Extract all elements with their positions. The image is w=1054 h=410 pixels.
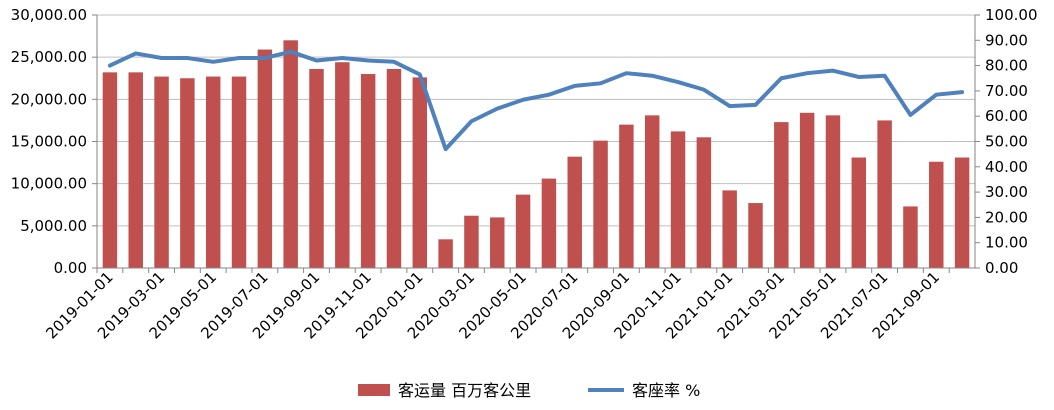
legend-label-bar: 客运量 百万客公里 bbox=[398, 381, 531, 400]
right-tick-label: 70.00 bbox=[985, 82, 1028, 100]
bar bbox=[128, 72, 143, 268]
bar bbox=[954, 157, 970, 268]
bar bbox=[619, 124, 634, 268]
left-tick-label: 15,000.00 bbox=[11, 133, 87, 151]
line-series bbox=[107, 49, 965, 152]
bar bbox=[593, 140, 608, 268]
gridlines bbox=[97, 14, 975, 269]
legend-label-line: 客座率 % bbox=[632, 381, 700, 400]
right-tick-label: 80.00 bbox=[985, 57, 1028, 75]
bar bbox=[774, 122, 789, 268]
legend-swatch-bar bbox=[358, 384, 390, 396]
bar bbox=[696, 137, 712, 268]
bar bbox=[335, 62, 350, 268]
right-tick-label: 10.00 bbox=[985, 234, 1028, 252]
legend: 客运量 百万客公里 客座率 % bbox=[358, 381, 700, 400]
bar bbox=[644, 115, 660, 269]
line-path bbox=[107, 49, 965, 152]
bar bbox=[748, 203, 763, 268]
bar bbox=[412, 77, 428, 268]
bar bbox=[205, 76, 221, 269]
right-tick-label: 50.00 bbox=[985, 133, 1028, 151]
bar bbox=[102, 72, 118, 268]
bar bbox=[257, 49, 273, 269]
bar bbox=[438, 239, 453, 268]
bar bbox=[309, 68, 324, 269]
bar bbox=[825, 115, 841, 269]
bar bbox=[903, 206, 918, 268]
bar-series bbox=[102, 40, 970, 269]
bar bbox=[929, 161, 944, 268]
left-tick-label: 25,000.00 bbox=[11, 48, 87, 66]
bar bbox=[722, 190, 737, 268]
bar bbox=[490, 217, 505, 268]
bar bbox=[670, 131, 686, 268]
bar bbox=[851, 157, 867, 268]
left-tick-label: 5,000.00 bbox=[20, 217, 87, 235]
left-tick-label: 30,000.00 bbox=[11, 6, 87, 24]
bar bbox=[231, 76, 247, 269]
bar bbox=[541, 178, 557, 268]
bar bbox=[386, 68, 402, 269]
bar bbox=[799, 112, 815, 269]
bar bbox=[464, 215, 479, 268]
bar bbox=[180, 78, 195, 268]
bar bbox=[877, 120, 892, 269]
left-tick-label: 10,000.00 bbox=[11, 175, 87, 193]
right-tick-label: 30.00 bbox=[985, 183, 1028, 201]
right-tick-label: 100.00 bbox=[985, 6, 1038, 24]
right-tick-label: 40.00 bbox=[985, 158, 1028, 176]
left-axis-ticks: 0.00 5,000.00 10,000.00 15,000.00 20,000.00 2… bbox=[11, 6, 97, 277]
right-tick-label: 60.00 bbox=[985, 107, 1028, 125]
bar bbox=[567, 156, 582, 268]
bar bbox=[283, 40, 298, 268]
right-tick-label: 90.00 bbox=[985, 31, 1028, 49]
bar bbox=[154, 76, 169, 269]
bar bbox=[515, 194, 531, 268]
x-axis-ticks: 2019-01-012019-03-012019-05-012019-07-01… bbox=[42, 268, 950, 342]
left-tick-label: 0.00 bbox=[54, 259, 87, 277]
bar bbox=[360, 74, 376, 269]
right-tick-label: 0.00 bbox=[985, 259, 1018, 277]
right-axis-ticks: 0.00 10.00 20.00 30.00 40.00 50.00 60.00 70.00 8… bbox=[975, 6, 1038, 277]
left-tick-label: 20,000.00 bbox=[11, 90, 87, 108]
right-tick-label: 20.00 bbox=[985, 208, 1028, 226]
